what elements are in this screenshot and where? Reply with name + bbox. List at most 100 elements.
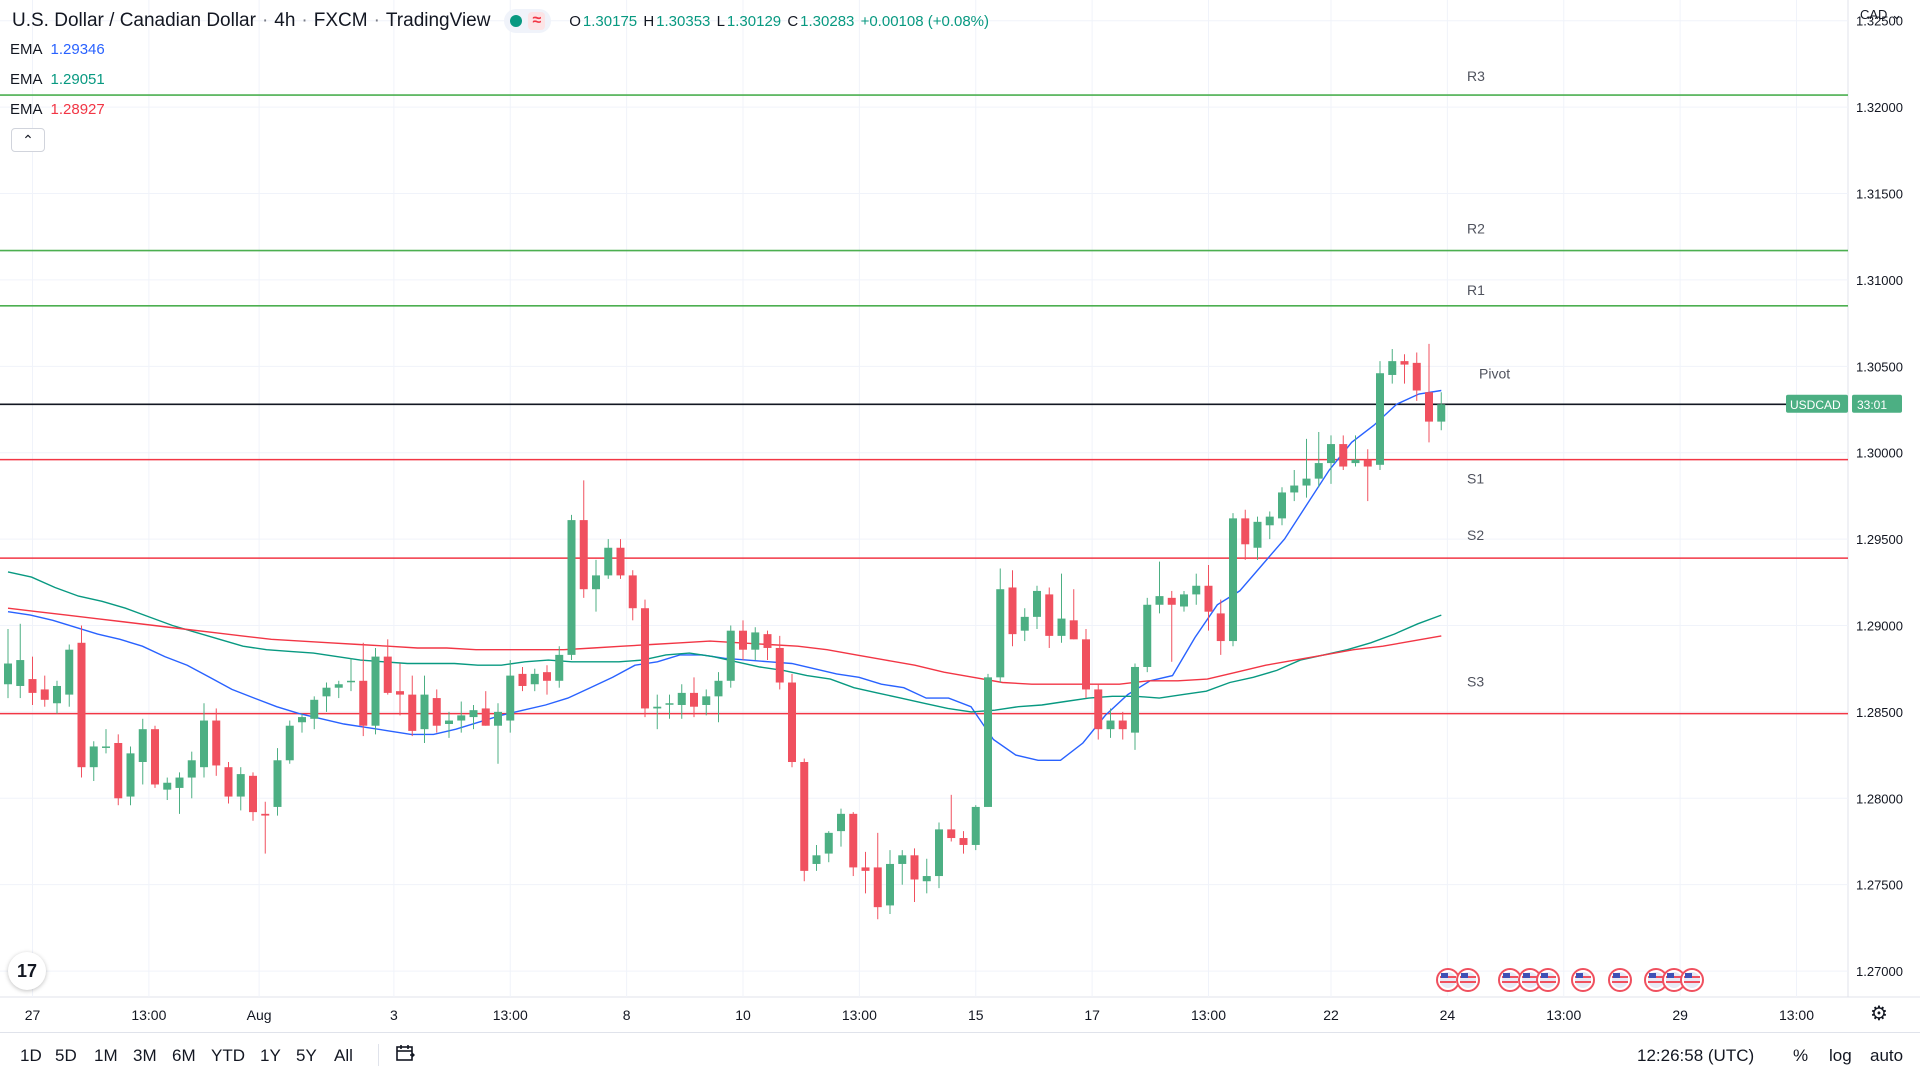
flag-canton: [1503, 973, 1510, 978]
candle-body: [849, 813, 858, 868]
candle: [1437, 392, 1446, 431]
candle-body: [922, 876, 931, 882]
candle-body: [555, 654, 564, 681]
utc-clock[interactable]: 12:26:58 (UTC): [1637, 1046, 1755, 1065]
time-tick-label: Aug: [247, 1007, 272, 1023]
calendar-icon[interactable]: [396, 1044, 416, 1062]
candle-body: [984, 677, 992, 807]
pivot-label-r2: R2: [1467, 221, 1485, 237]
pivot-label-s3: S3: [1467, 674, 1484, 690]
candle: [1008, 570, 1017, 647]
tradingview-logo[interactable]: 17: [8, 952, 46, 990]
candle-body: [28, 679, 37, 693]
currency-label: CAD: [1860, 7, 1888, 22]
range-6m-button[interactable]: 6M: [172, 1046, 196, 1065]
time-tick-label: 13:00: [1779, 1007, 1814, 1023]
candle: [1376, 361, 1384, 470]
candle: [1082, 628, 1090, 699]
gear-icon[interactable]: ⚙: [1870, 1003, 1888, 1025]
us-flag-icon: [1680, 968, 1704, 992]
ema-indicator-3[interactable]: EMA 1.28927: [10, 99, 105, 121]
time-tick-label: 15: [968, 1007, 984, 1023]
candle-body: [763, 634, 772, 648]
candle: [445, 711, 453, 738]
pivot-label-pivot: Pivot: [1479, 365, 1510, 381]
ema-indicator-2[interactable]: EMA 1.29051: [10, 69, 105, 91]
ema-indicator-1[interactable]: EMA 1.29346: [10, 39, 105, 61]
candle: [702, 689, 711, 716]
candle: [1290, 469, 1299, 502]
candle-body: [1008, 587, 1017, 635]
candle: [1412, 352, 1421, 401]
low-value: 1.30129: [726, 12, 782, 30]
range-3m-button[interactable]: 3M: [133, 1046, 157, 1065]
candle-body: [89, 746, 98, 768]
range-1m-button[interactable]: 1M: [94, 1046, 118, 1065]
candle-body: [1400, 361, 1409, 365]
time-tick-label: 22: [1323, 1007, 1339, 1023]
flag-stripe: [1575, 981, 1591, 983]
range-5y-button[interactable]: 5Y: [296, 1046, 317, 1065]
candle-body: [224, 767, 233, 797]
candle: [530, 668, 539, 692]
candle-body: [1033, 590, 1041, 617]
collapse-indicators-button[interactable]: ⌃: [11, 128, 45, 152]
time-tick-label: 13:00: [1191, 1007, 1226, 1023]
candle: [163, 777, 172, 801]
interval-label[interactable]: 4h: [274, 10, 296, 31]
ema-label: EMA: [10, 41, 43, 58]
us-flag-icon: [1436, 968, 1460, 992]
candle-body: [359, 680, 368, 726]
range-ytd-button[interactable]: YTD: [211, 1046, 245, 1065]
candle-body: [1351, 459, 1360, 464]
candle: [77, 625, 86, 778]
candle: [469, 704, 478, 730]
candle: [1339, 435, 1348, 470]
candle-body: [334, 684, 343, 688]
candle-body: [567, 520, 576, 655]
candle: [481, 691, 490, 726]
range-1d-button[interactable]: 1D: [20, 1046, 42, 1065]
candle: [1351, 435, 1360, 467]
economic-events[interactable]: [1436, 968, 1704, 992]
price-axis[interactable]: 1.32500 1.32000 1.31500 1.31000 1.30500 1.300…: [1786, 14, 1903, 979]
candle: [175, 772, 184, 814]
candle: [1069, 589, 1078, 640]
candle-body: [543, 672, 551, 681]
ema-label: EMA: [10, 71, 43, 88]
range-1y-button[interactable]: 1Y: [260, 1046, 281, 1065]
auto-toggle[interactable]: auto: [1870, 1046, 1904, 1065]
flag-stripe: [1684, 981, 1700, 983]
candle: [837, 808, 845, 847]
candle-body: [77, 642, 86, 768]
flag-canton: [1685, 973, 1692, 978]
candle-body: [249, 775, 257, 813]
candle: [1045, 587, 1054, 648]
candle: [775, 635, 784, 690]
currency-selector[interactable]: CAD ⌄: [1860, 7, 1902, 23]
symbol-name[interactable]: U.S. Dollar / Canadian Dollar: [12, 10, 256, 31]
candle: [543, 665, 551, 695]
candle-body: [310, 699, 319, 719]
range-all-button[interactable]: All: [334, 1046, 353, 1065]
us-flag-icon: [1498, 968, 1522, 992]
candle: [861, 851, 870, 894]
flag-canton: [1461, 973, 1468, 978]
candle: [89, 741, 98, 782]
candle-body: [812, 855, 821, 864]
time-axis[interactable]: 27 13:00 Aug 3 13:00 8 10 13:00 15 17 13:00 22 24 13:…: [25, 1007, 1815, 1023]
candle: [420, 675, 429, 743]
us-flag-icon: [1608, 968, 1632, 992]
flag-canton: [1441, 973, 1448, 978]
market-status[interactable]: ≈: [504, 9, 552, 33]
us-flag-icon: [1644, 968, 1668, 992]
log-toggle[interactable]: log: [1829, 1046, 1852, 1065]
range-5d-button[interactable]: 5D: [55, 1046, 77, 1065]
candle-body: [910, 855, 919, 880]
candle: [1094, 684, 1103, 740]
percent-toggle[interactable]: %: [1793, 1046, 1809, 1065]
pivot-label-s1: S1: [1467, 471, 1484, 487]
candle: [1192, 573, 1201, 605]
candle: [1302, 438, 1311, 498]
